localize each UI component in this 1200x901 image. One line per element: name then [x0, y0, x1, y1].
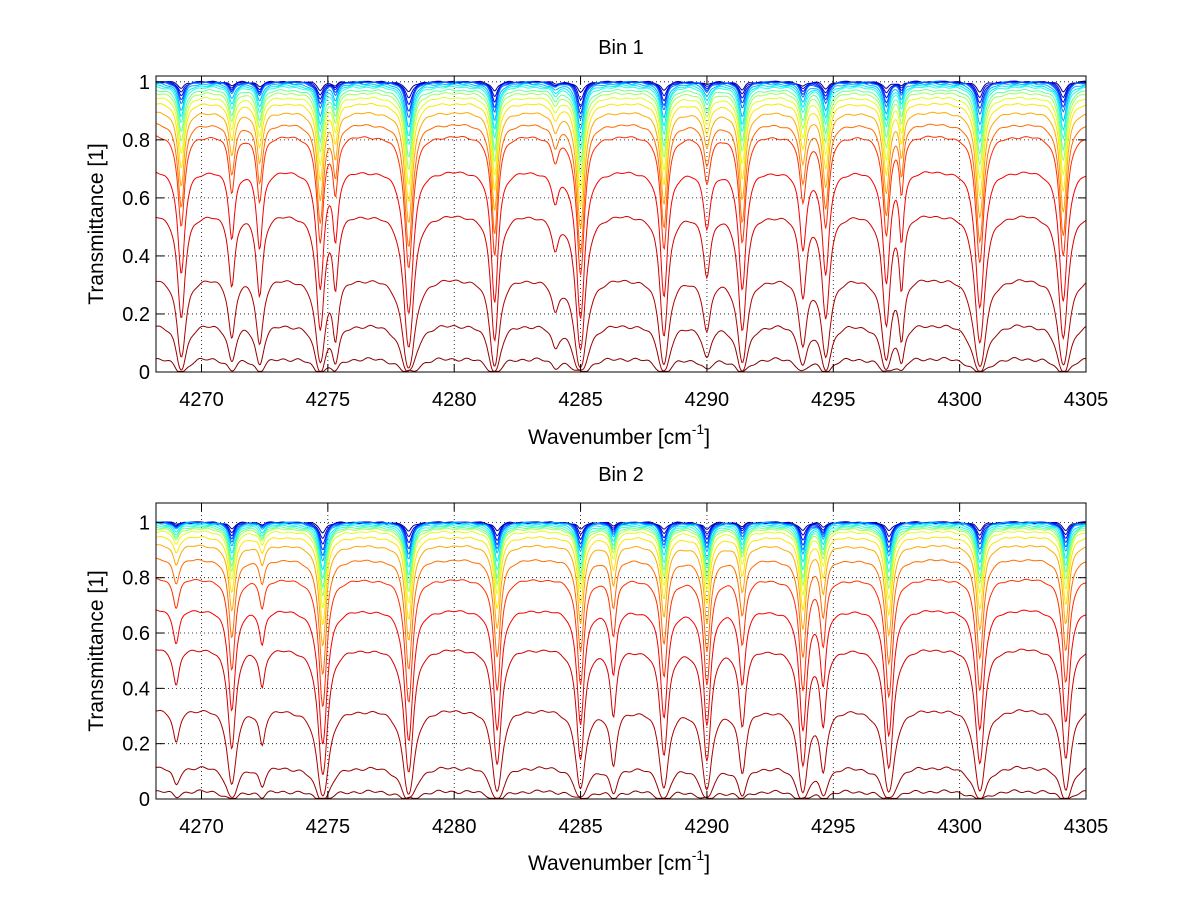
x-tick-label: 4280: [432, 389, 477, 411]
spectrum-series: [155, 526, 1086, 588]
spectrum-series: [155, 92, 1087, 175]
y-tick-label: 0: [139, 362, 150, 384]
x-axis: 4270 4275 4280 4285 4290 4295 4300 4305: [179, 503, 1108, 838]
y-axis-label: Transmittance [1]: [85, 143, 108, 304]
x-axis-label-end: ]: [704, 852, 710, 875]
spectrum-series: [155, 102, 1087, 207]
y-axis: 0 0.2 0.4 0.6 0.8 1: [122, 72, 1086, 384]
y-tick-label: 0.4: [122, 246, 150, 268]
plot-series: [155, 80, 1087, 372]
y-tick-label: 0: [139, 789, 150, 811]
spectrum-series: [155, 577, 1087, 708]
spectrum-series: [155, 85, 1086, 151]
plot-series: [155, 521, 1087, 799]
y-axis-label: Transmittance [1]: [85, 570, 108, 731]
x-axis-label: Wavenumber [cm-1]: [528, 847, 710, 875]
spectrum-series: [156, 96, 1087, 190]
x-axis: 4270 4275 4280 4285 4290 4295 4300 4305: [179, 76, 1108, 411]
spectrum-series: [155, 521, 1087, 562]
spectrum-series: [155, 524, 1087, 579]
x-tick-label: 4285: [558, 816, 603, 838]
spectrum-series: [156, 279, 1087, 369]
x-tick-label: 4290: [685, 816, 730, 838]
spectrum-series: [155, 557, 1087, 676]
spectrum-series: [155, 789, 1087, 799]
x-tick-label: 4275: [306, 389, 351, 411]
x-tick-label: 4305: [1064, 816, 1109, 838]
x-tick-label: 4285: [558, 389, 603, 411]
x-axis-label-text: Wavenumber [cm: [528, 852, 692, 875]
panel-bin-1: Bin 1 4270 4275 4280 4285 4290 4295 4300 4305 0…: [85, 37, 1108, 449]
spectrum-series: [155, 356, 1087, 372]
spectrum-series: [155, 123, 1087, 254]
x-tick-label: 4295: [811, 389, 856, 411]
x-axis-label-text: Wavenumber [cm: [528, 426, 692, 449]
spectrum-series: [155, 527, 1087, 597]
spectrum-series: [155, 765, 1087, 799]
axes-frame: [155, 502, 1087, 800]
y-axis: 0 0.2 0.4 0.6 0.8 1: [122, 512, 1086, 811]
x-tick-label: 4270: [179, 816, 224, 838]
spectrum-series: [155, 111, 1087, 229]
spectrum-series: [155, 171, 1087, 319]
panel-bin-2: Bin 2 4270 4275 4280 4285 4290 4295 4300 4305 0…: [85, 464, 1108, 875]
x-axis-label-superscript: -1: [692, 421, 705, 437]
x-tick-label: 4300: [937, 389, 982, 411]
spectrum-series: [156, 522, 1087, 571]
y-tick-label: 0.6: [122, 188, 150, 210]
spectrum-series: [156, 530, 1087, 609]
spectrum-series: [155, 709, 1087, 797]
x-axis-label: Wavenumber [cm-1]: [528, 421, 710, 449]
y-tick-label: 0.2: [122, 304, 150, 326]
spectrum-series: [155, 80, 1087, 121]
chart-title: Bin 1: [598, 37, 644, 59]
y-tick-label: 0.4: [122, 678, 150, 700]
spectrum-series: [155, 135, 1087, 276]
spectrum-series: [155, 648, 1087, 775]
spectrum-series: [155, 88, 1087, 163]
spectrum-series: [155, 536, 1087, 626]
y-tick-label: 0.8: [122, 568, 150, 590]
x-tick-label: 4305: [1064, 389, 1109, 411]
x-tick-label: 4300: [937, 816, 982, 838]
x-tick-label: 4295: [811, 816, 856, 838]
y-tick-label: 1: [139, 72, 150, 94]
spectrum-series: [155, 215, 1087, 352]
axes-frame: [155, 75, 1087, 373]
x-axis-label-superscript: -1: [692, 847, 705, 863]
chart-title: Bin 2: [598, 464, 644, 486]
x-tick-label: 4290: [685, 389, 730, 411]
spectrum-series: [155, 82, 1087, 131]
spectrum-series: [155, 609, 1087, 745]
x-tick-label: 4270: [179, 389, 224, 411]
spectrum-series: [155, 324, 1087, 372]
x-axis-label-end: ]: [704, 426, 710, 449]
y-tick-label: 0.8: [122, 130, 150, 152]
x-tick-label: 4280: [432, 816, 477, 838]
spectrum-series: [155, 544, 1087, 647]
y-tick-label: 1: [139, 512, 150, 534]
y-tick-label: 0.2: [122, 734, 150, 756]
y-tick-label: 0.6: [122, 623, 150, 645]
x-tick-label: 4275: [306, 816, 351, 838]
spectrum-series: [155, 84, 1087, 141]
